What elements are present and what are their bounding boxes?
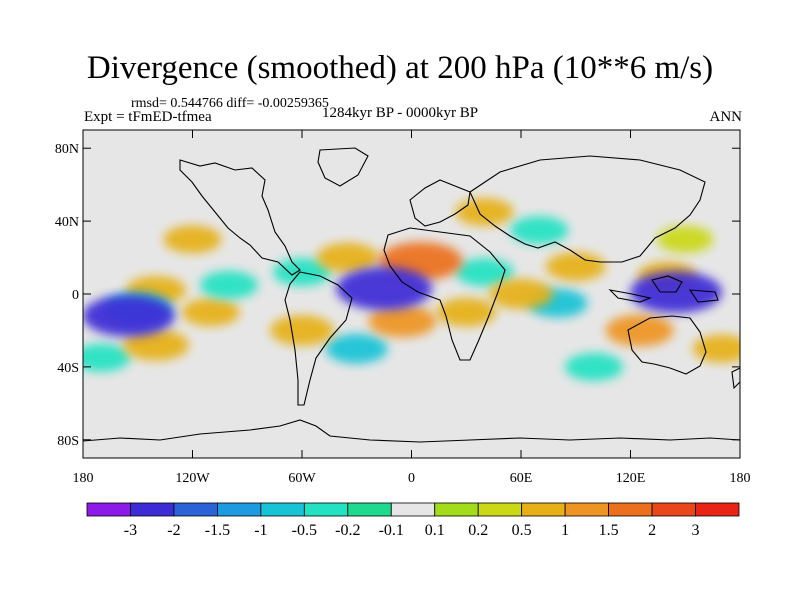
- colorbar-swatch: [521, 502, 566, 517]
- anomaly-region: [455, 198, 514, 226]
- anomaly-region: [605, 314, 674, 347]
- experiment-label: Expt = tFmED-tfmea: [84, 109, 212, 125]
- anomaly-region: [336, 266, 433, 311]
- anomaly-region: [657, 225, 714, 253]
- x-tick-label: 120W: [175, 471, 210, 486]
- colorbar-swatch: [390, 502, 436, 517]
- anomaly-region: [455, 258, 514, 287]
- colorbar-label: 1.5: [599, 522, 619, 539]
- colorbar-swatch: [564, 502, 610, 517]
- colorbar-swatch: [434, 502, 479, 517]
- anomaly-region: [270, 315, 334, 346]
- y-tick-label: 80S: [57, 434, 79, 449]
- x-tick-label: 0: [408, 471, 415, 486]
- colorbar-swatch: [608, 502, 653, 517]
- anomaly-region: [181, 298, 240, 327]
- colorbar-label: 0.2: [468, 522, 488, 539]
- anomaly-region: [123, 329, 189, 361]
- anomaly-region: [316, 242, 379, 273]
- anomaly-region: [545, 252, 606, 282]
- anomaly-region: [692, 334, 740, 363]
- colorbar-swatch: [130, 502, 175, 517]
- anomaly-region: [489, 278, 553, 310]
- y-tick-label: 0: [72, 288, 79, 303]
- x-tick-label: 180: [73, 471, 94, 486]
- chart-title: Divergence (smoothed) at 200 hPa (10**6 …: [86, 50, 714, 86]
- anomaly-region: [510, 216, 569, 245]
- colorbar-label: 2: [648, 522, 656, 539]
- anomaly-region: [368, 305, 437, 338]
- anomaly-region: [565, 352, 623, 381]
- x-tick-label: 120E: [616, 471, 646, 486]
- colorbar-swatch: [477, 502, 523, 517]
- y-tick-label: 80N: [55, 142, 79, 157]
- colorbar-label: 0.5: [512, 522, 532, 539]
- x-tick-label: 180: [730, 471, 751, 486]
- anomaly-region: [83, 295, 175, 337]
- colorbar-swatch: [86, 502, 131, 517]
- colorbar-swatch: [173, 502, 218, 517]
- colorbar-label: -0.1: [379, 522, 404, 539]
- colorbar-swatch: [651, 502, 696, 517]
- colorbar-swatch: [303, 502, 349, 517]
- anomaly-region: [200, 270, 258, 299]
- colorbar-label: -0.2: [335, 522, 360, 539]
- colorbar-swatch: [695, 502, 740, 517]
- colorbar-label: -0.5: [292, 522, 317, 539]
- colorbar-label: -1: [254, 522, 267, 539]
- x-tick-label: 60W: [288, 471, 316, 486]
- anomaly-region: [325, 333, 388, 364]
- season-label: ANN: [709, 109, 743, 125]
- anomaly-region: [163, 225, 222, 254]
- period-label: 1284kyr BP - 0000kyr BP: [322, 105, 479, 121]
- colorbar-swatch: [216, 502, 262, 517]
- colorbar-label: -2: [167, 522, 180, 539]
- rmsd-label: rmsd= 0.544766 diff= -0.00259365: [131, 96, 329, 111]
- anomaly-region: [83, 343, 131, 372]
- coastlines: [83, 147, 740, 443]
- colorbar-label: 1: [561, 522, 569, 539]
- anomaly-region: [436, 297, 497, 327]
- x-tick-label: 60E: [510, 471, 533, 486]
- y-tick-label: 40S: [57, 361, 79, 376]
- y-tick-label: 40N: [55, 215, 79, 230]
- colorbar-label: 0.1: [425, 522, 445, 539]
- colorbar-label: -1.5: [205, 522, 230, 539]
- colorbar-label: -3: [124, 522, 137, 539]
- colorbar-swatch: [347, 502, 392, 517]
- colorbar-swatch: [260, 502, 305, 517]
- colorbar-label: 3: [692, 522, 700, 539]
